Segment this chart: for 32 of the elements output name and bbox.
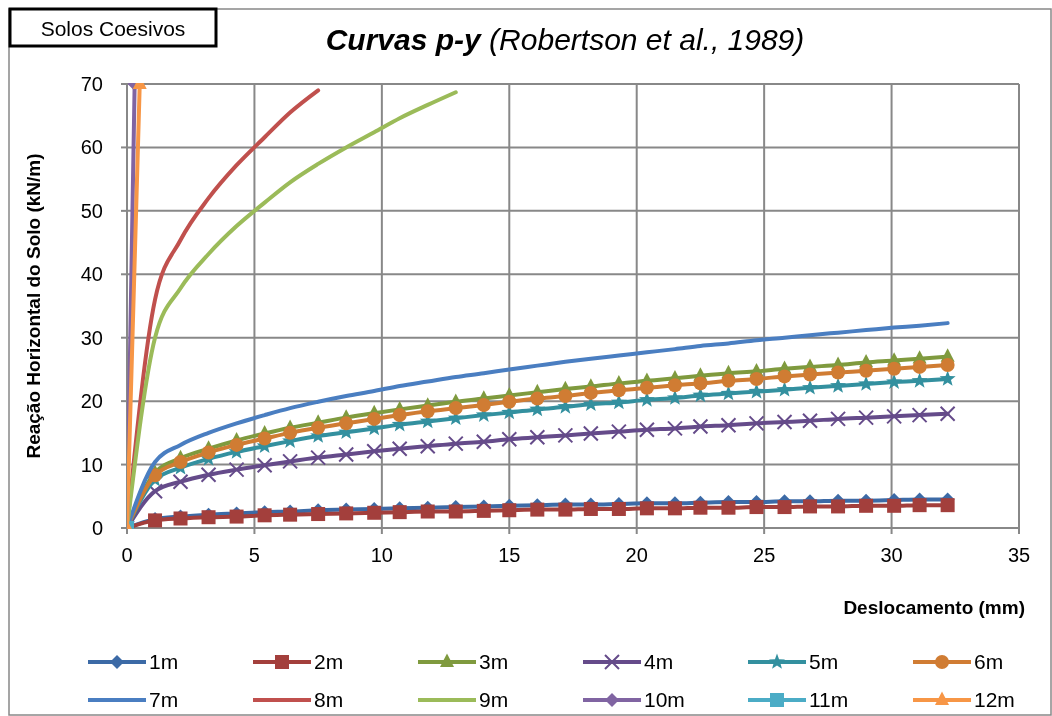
y-tick-label: 10 <box>80 453 103 476</box>
legend-label: 6m <box>974 650 1004 673</box>
legend-label: 3m <box>479 650 509 673</box>
y-tick-label: 0 <box>91 517 103 539</box>
x-tick-label: 35 <box>1007 544 1031 566</box>
legend-label: 12m <box>974 688 1015 711</box>
y-tick-label: 70 <box>80 73 103 95</box>
legend-label: 4m <box>644 650 674 673</box>
x-tick-label: 0 <box>121 544 133 566</box>
y-tick-label: 50 <box>80 199 103 222</box>
legend-label: 2m <box>314 650 344 673</box>
legend-label: 10m <box>644 688 685 711</box>
x-tick-label: 25 <box>753 544 776 566</box>
y-axis-title: Reação Horizontal do Solo (kN/m) <box>23 153 44 459</box>
y-tick-label: 40 <box>80 263 103 286</box>
x-tick-label: 15 <box>498 544 521 566</box>
x-tick-label: 30 <box>880 544 903 566</box>
legend-label: 5m <box>809 650 839 673</box>
x-tick-label: 10 <box>370 544 393 566</box>
legend-label: 8m <box>314 688 344 711</box>
legend-label: 1m <box>149 650 179 673</box>
y-tick-label: 20 <box>80 390 103 413</box>
legend-label: 7m <box>149 688 179 711</box>
legend-label: 9m <box>479 688 509 711</box>
x-tick-label: 20 <box>625 544 648 566</box>
x-axis-title: Deslocamento (mm) <box>843 597 1025 618</box>
text: Solos Coesivos <box>40 17 186 40</box>
x-tick-label: 5 <box>248 544 260 566</box>
y-tick-label: 30 <box>80 326 103 349</box>
chart-title: Curvas p-y (Robertson et al., 1989) <box>325 23 805 56</box>
legend-label: 11m <box>809 688 849 711</box>
y-tick-label: 60 <box>80 136 103 159</box>
